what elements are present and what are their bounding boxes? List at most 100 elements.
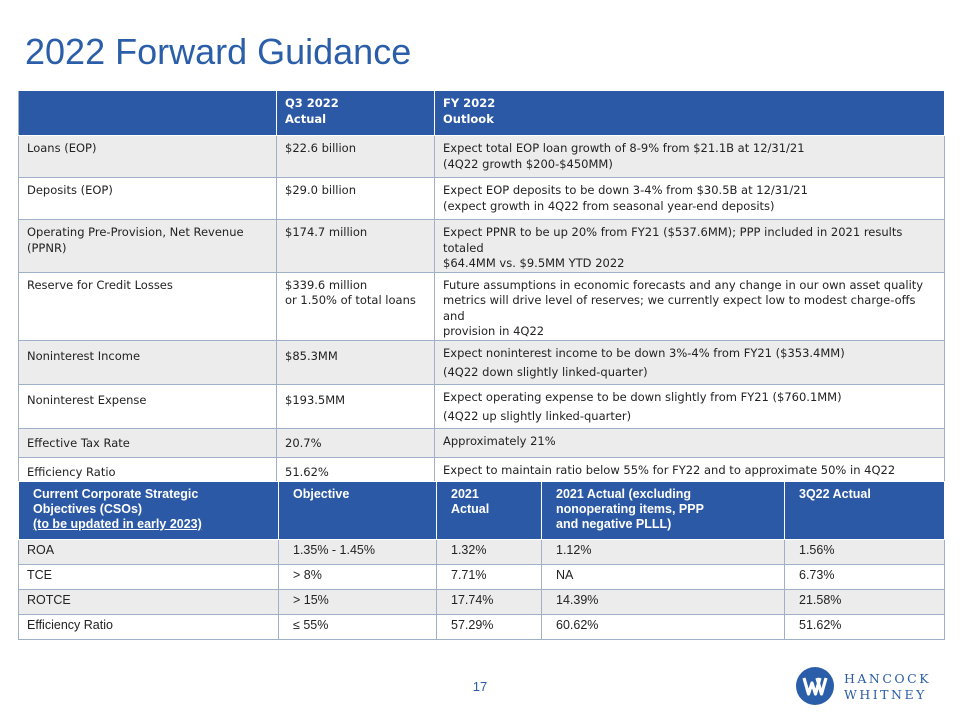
cso-cell: 1.56% xyxy=(784,539,945,565)
outlook-text: Expect PPNR to be up 20% from FY21 ($537… xyxy=(443,225,903,255)
metric-label: Noninterest Expense xyxy=(27,392,147,407)
cso-table: Current Corporate Strategic Objectives (… xyxy=(18,481,945,640)
actual-cell: $339.6 million or 1.50% of total loans xyxy=(276,271,435,341)
metric-label: (PPNR) xyxy=(27,240,67,255)
metric-cell: Deposits (EOP) xyxy=(18,177,277,220)
cso-cell: 51.62% xyxy=(784,614,945,640)
logo-wordmark: HANCOCK WHITNEY xyxy=(844,671,931,703)
cso-header-csos: Current Corporate Strategic Objectives (… xyxy=(18,481,279,540)
header-line: Q3 2022 xyxy=(285,96,339,110)
cso-cell: 60.62% xyxy=(541,614,785,640)
cso-header-2021-actual: 2021 Actual xyxy=(436,481,542,540)
guidance-row-tax-rate: Effective Tax Rate 20.7% Approximately 2… xyxy=(18,427,945,458)
hancock-whitney-logo-icon xyxy=(796,667,834,705)
outlook-text: Expect operating expense to be down slig… xyxy=(443,389,842,404)
header-line: Objectives (CSOs) xyxy=(33,502,143,516)
outlook-text: Approximately 21% xyxy=(443,433,556,448)
metric-label: Deposits (EOP) xyxy=(27,183,113,197)
actual-cell: $85.3MM xyxy=(276,339,435,385)
cso-cell: 17.74% xyxy=(436,589,542,615)
outlook-text: Expect EOP deposits to be down 3-4% from… xyxy=(443,183,808,197)
guidance-header-outlook: FY 2022 Outlook xyxy=(434,90,945,136)
cso-cell: ROTCE xyxy=(18,589,279,615)
outlook-text: (expect growth in 4Q22 from seasonal yea… xyxy=(443,198,775,213)
outlook-text: $64.4MM vs. $9.5MM YTD 2022 xyxy=(443,256,625,270)
outlook-text: Future assumptions in economic forecasts… xyxy=(443,277,924,292)
cso-cell: 1.35% - 1.45% xyxy=(278,539,437,565)
metric-label: Efficiency Ratio xyxy=(27,464,116,479)
metric-cell: Effective Tax Rate xyxy=(18,427,277,458)
guidance-header-metric xyxy=(18,90,277,136)
cso-row-efficiency: Efficiency Ratio ≤ 55% 57.29% 60.62% 51.… xyxy=(18,614,945,640)
cso-header-2021-adjusted: 2021 Actual (excluding nonoperating item… xyxy=(541,481,785,540)
guidance-row-loans: Loans (EOP) $22.6 billion Expect total E… xyxy=(18,135,945,178)
metric-cell: Noninterest Income xyxy=(18,339,277,385)
header-line: nonoperating items, PPP xyxy=(556,502,704,516)
guidance-row-reserve: Reserve for Credit Losses $339.6 million… xyxy=(18,271,945,341)
outlook-cell: Approximately 21% xyxy=(434,427,945,458)
outlook-text: (4Q22 down slightly linked-quarter) xyxy=(443,365,648,379)
cso-row-roa: ROA 1.35% - 1.45% 1.32% 1.12% 1.56% xyxy=(18,539,945,565)
header-line: (to be updated in early 2023) xyxy=(33,517,202,531)
outlook-text: Expect to maintain ratio below 55% for F… xyxy=(443,462,896,477)
outlook-text: metrics will drive level of reserves; we… xyxy=(443,293,916,323)
guidance-row-noninterest-expense: Noninterest Expense $193.5MM Expect oper… xyxy=(18,383,945,429)
metric-cell: Operating Pre-Provision, Net Revenue (PP… xyxy=(18,219,277,273)
outlook-cell: Expect EOP deposits to be down 3-4% from… xyxy=(434,177,945,220)
cso-cell: 57.29% xyxy=(436,614,542,640)
actual-cell: $29.0 billion xyxy=(276,177,435,220)
outlook-cell: Expect total EOP loan growth of 8-9% fro… xyxy=(434,135,945,178)
actual-value: $29.0 billion xyxy=(285,183,356,197)
outlook-text: (4Q22 up slightly linked-quarter) xyxy=(443,409,632,423)
outlook-text: Expect noninterest income to be down 3%-… xyxy=(443,345,845,360)
metric-label: Reserve for Credit Losses xyxy=(27,277,173,292)
outlook-text: Expect total EOP loan growth of 8-9% fro… xyxy=(443,141,805,155)
actual-value: 51.62% xyxy=(285,464,329,479)
metric-cell: Noninterest Expense xyxy=(18,383,277,429)
cso-header-objective: Objective xyxy=(278,481,437,540)
header-line: FY 2022 xyxy=(443,96,496,110)
guidance-header-row: Q3 2022 Actual FY 2022 Outlook xyxy=(18,90,945,136)
outlook-cell: Expect PPNR to be up 20% from FY21 ($537… xyxy=(434,219,945,273)
outlook-cell: Expect operating expense to be down slig… xyxy=(434,383,945,429)
page-title: 2022 Forward Guidance xyxy=(25,31,412,72)
cso-header-3q22-actual: 3Q22 Actual xyxy=(784,481,945,540)
actual-cell: 20.7% xyxy=(276,427,435,458)
header-line: 3Q22 Actual xyxy=(799,487,871,501)
cso-row-tce: TCE > 8% 7.71% NA 6.73% xyxy=(18,564,945,590)
header-line: Outlook xyxy=(443,111,494,126)
actual-cell: $22.6 billion xyxy=(276,135,435,178)
company-logo: HANCOCK WHITNEY xyxy=(796,665,946,709)
page-number: 17 xyxy=(472,679,488,694)
guidance-row-deposits: Deposits (EOP) $29.0 billion Expect EOP … xyxy=(18,177,945,220)
header-line: Objective xyxy=(293,487,350,501)
metric-label: Noninterest Income xyxy=(27,348,141,363)
actual-value: $22.6 billion xyxy=(285,141,356,155)
cso-cell: > 8% xyxy=(278,564,437,590)
metric-label: Effective Tax Rate xyxy=(27,435,130,450)
header-line: Actual xyxy=(285,111,327,126)
outlook-text: (4Q22 growth $200-$450MM) xyxy=(443,156,613,171)
header-line: 2021 Actual (excluding xyxy=(556,487,691,501)
actual-value: $85.3MM xyxy=(285,348,338,363)
cso-cell: TCE xyxy=(18,564,279,590)
cso-cell: 1.12% xyxy=(541,539,785,565)
cso-row-rotce: ROTCE > 15% 17.74% 14.39% 21.58% xyxy=(18,589,945,615)
cso-cell: ≤ 55% xyxy=(278,614,437,640)
metric-label: Operating Pre-Provision, Net Revenue xyxy=(27,225,244,239)
cso-header-row: Current Corporate Strategic Objectives (… xyxy=(18,481,945,540)
actual-value: or 1.50% of total loans xyxy=(285,293,416,307)
cso-cell: 14.39% xyxy=(541,589,785,615)
cso-cell: 1.32% xyxy=(436,539,542,565)
actual-value: 20.7% xyxy=(285,435,322,450)
actual-cell: $174.7 million xyxy=(276,219,435,273)
actual-cell: $193.5MM xyxy=(276,383,435,429)
cso-cell: NA xyxy=(541,564,785,590)
cso-cell: 7.71% xyxy=(436,564,542,590)
cso-cell: > 15% xyxy=(278,589,437,615)
header-line: and negative PLLL) xyxy=(556,517,672,531)
guidance-row-noninterest-income: Noninterest Income $85.3MM Expect nonint… xyxy=(18,339,945,385)
outlook-cell: Expect noninterest income to be down 3%-… xyxy=(434,339,945,385)
outlook-cell: Future assumptions in economic forecasts… xyxy=(434,271,945,341)
metric-cell: Reserve for Credit Losses xyxy=(18,271,277,341)
